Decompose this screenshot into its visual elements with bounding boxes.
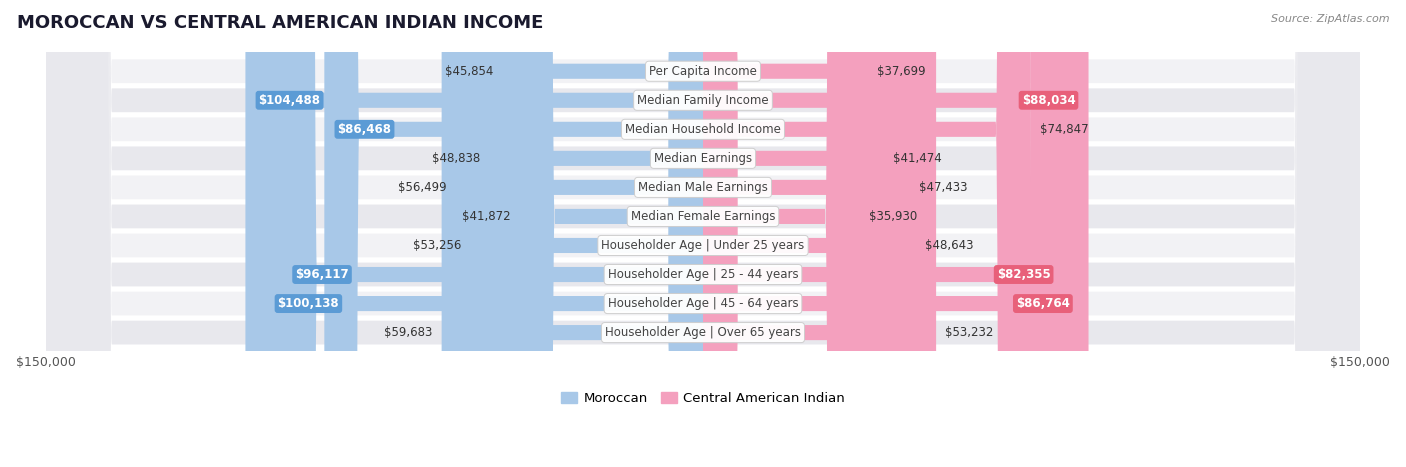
FancyBboxPatch shape xyxy=(703,0,884,467)
FancyBboxPatch shape xyxy=(520,0,703,467)
Text: $35,930: $35,930 xyxy=(869,210,917,223)
Text: $41,474: $41,474 xyxy=(893,152,942,165)
Text: $47,433: $47,433 xyxy=(920,181,967,194)
Text: $74,847: $74,847 xyxy=(1039,123,1088,136)
FancyBboxPatch shape xyxy=(456,0,703,467)
Text: $104,488: $104,488 xyxy=(259,94,321,107)
Text: Median Female Earnings: Median Female Earnings xyxy=(631,210,775,223)
Text: $48,643: $48,643 xyxy=(925,239,973,252)
FancyBboxPatch shape xyxy=(703,0,911,467)
FancyBboxPatch shape xyxy=(703,0,917,467)
Text: Householder Age | 25 - 44 years: Householder Age | 25 - 44 years xyxy=(607,268,799,281)
Text: $86,468: $86,468 xyxy=(337,123,391,136)
FancyBboxPatch shape xyxy=(703,0,936,467)
FancyBboxPatch shape xyxy=(283,0,703,467)
Text: $56,499: $56,499 xyxy=(398,181,447,194)
Text: Source: ZipAtlas.com: Source: ZipAtlas.com xyxy=(1271,14,1389,24)
FancyBboxPatch shape xyxy=(46,0,1360,467)
Text: $41,872: $41,872 xyxy=(463,210,510,223)
Text: Median Family Income: Median Family Income xyxy=(637,94,769,107)
FancyBboxPatch shape xyxy=(46,0,1360,467)
Text: Householder Age | 45 - 64 years: Householder Age | 45 - 64 years xyxy=(607,297,799,310)
FancyBboxPatch shape xyxy=(502,0,703,467)
FancyBboxPatch shape xyxy=(325,0,703,467)
Text: Median Household Income: Median Household Income xyxy=(626,123,780,136)
Text: MOROCCAN VS CENTRAL AMERICAN INDIAN INCOME: MOROCCAN VS CENTRAL AMERICAN INDIAN INCO… xyxy=(17,14,543,32)
FancyBboxPatch shape xyxy=(46,0,1360,467)
Text: $82,355: $82,355 xyxy=(997,268,1050,281)
Text: Median Earnings: Median Earnings xyxy=(654,152,752,165)
FancyBboxPatch shape xyxy=(703,0,1031,467)
Legend: Moroccan, Central American Indian: Moroccan, Central American Indian xyxy=(555,387,851,410)
Text: $86,764: $86,764 xyxy=(1017,297,1070,310)
Text: Householder Age | Under 25 years: Householder Age | Under 25 years xyxy=(602,239,804,252)
Text: $53,256: $53,256 xyxy=(412,239,461,252)
Text: $45,854: $45,854 xyxy=(446,65,494,78)
Text: Median Male Earnings: Median Male Earnings xyxy=(638,181,768,194)
FancyBboxPatch shape xyxy=(46,0,1360,467)
FancyBboxPatch shape xyxy=(703,0,1083,467)
FancyBboxPatch shape xyxy=(703,0,1064,467)
FancyBboxPatch shape xyxy=(703,0,1088,467)
Text: $100,138: $100,138 xyxy=(277,297,339,310)
Text: $88,034: $88,034 xyxy=(1022,94,1076,107)
Text: $48,838: $48,838 xyxy=(432,152,481,165)
FancyBboxPatch shape xyxy=(703,0,860,467)
FancyBboxPatch shape xyxy=(46,0,1360,467)
Text: $37,699: $37,699 xyxy=(877,65,925,78)
FancyBboxPatch shape xyxy=(46,0,1360,467)
FancyBboxPatch shape xyxy=(703,0,868,467)
FancyBboxPatch shape xyxy=(46,0,1360,467)
FancyBboxPatch shape xyxy=(264,0,703,467)
FancyBboxPatch shape xyxy=(441,0,703,467)
Text: $53,232: $53,232 xyxy=(945,326,993,339)
Text: $96,117: $96,117 xyxy=(295,268,349,281)
FancyBboxPatch shape xyxy=(489,0,703,467)
Text: Per Capita Income: Per Capita Income xyxy=(650,65,756,78)
Text: Householder Age | Over 65 years: Householder Age | Over 65 years xyxy=(605,326,801,339)
FancyBboxPatch shape xyxy=(46,0,1360,467)
Text: $59,683: $59,683 xyxy=(384,326,433,339)
FancyBboxPatch shape xyxy=(46,0,1360,467)
FancyBboxPatch shape xyxy=(246,0,703,467)
FancyBboxPatch shape xyxy=(46,0,1360,467)
FancyBboxPatch shape xyxy=(470,0,703,467)
